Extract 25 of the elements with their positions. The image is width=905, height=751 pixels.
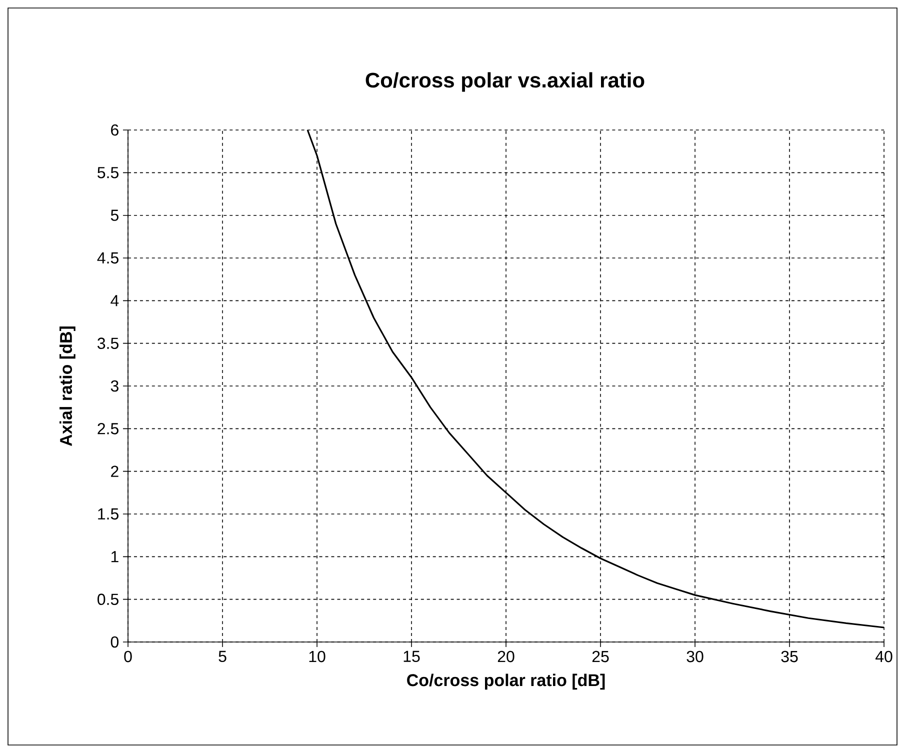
y-tick-label: 1.5: [98, 508, 118, 520]
y-tick-label: 3.5: [98, 338, 118, 350]
x-tick-label: 35: [781, 650, 798, 662]
x-tick-label: 10: [309, 650, 326, 662]
y-tick-label: 5: [110, 210, 118, 221]
chart-title: Co/cross polar vs.axial ratio: [366, 72, 644, 92]
y-tick-label: 2.5: [98, 423, 118, 434]
y-tick-label: 1: [111, 551, 118, 562]
x-tick-label: 40: [875, 650, 892, 662]
x-tick-label: 5: [218, 650, 226, 662]
x-tick-label: 25: [592, 650, 609, 662]
y-axis-title: Axial ratio [dB]: [60, 326, 76, 446]
y-tick-label: 2: [111, 466, 118, 477]
x-axis-title: Co/cross polar ratio [dB]: [407, 674, 605, 690]
y-tick-label: 0.5: [98, 594, 118, 605]
y-tick-label: 4.5: [97, 252, 118, 264]
y-tick-label: 0: [110, 636, 119, 648]
x-tick-label: 30: [686, 650, 704, 662]
y-tick-label: 4: [110, 295, 119, 306]
y-tick-label: 6: [111, 124, 118, 136]
y-tick-label: 3: [110, 380, 118, 392]
x-tick-label: 20: [498, 650, 514, 662]
x-tick-label: 15: [404, 650, 420, 662]
y-tick-label: 5.5: [98, 167, 118, 178]
x-tick-label: 0: [124, 650, 132, 662]
